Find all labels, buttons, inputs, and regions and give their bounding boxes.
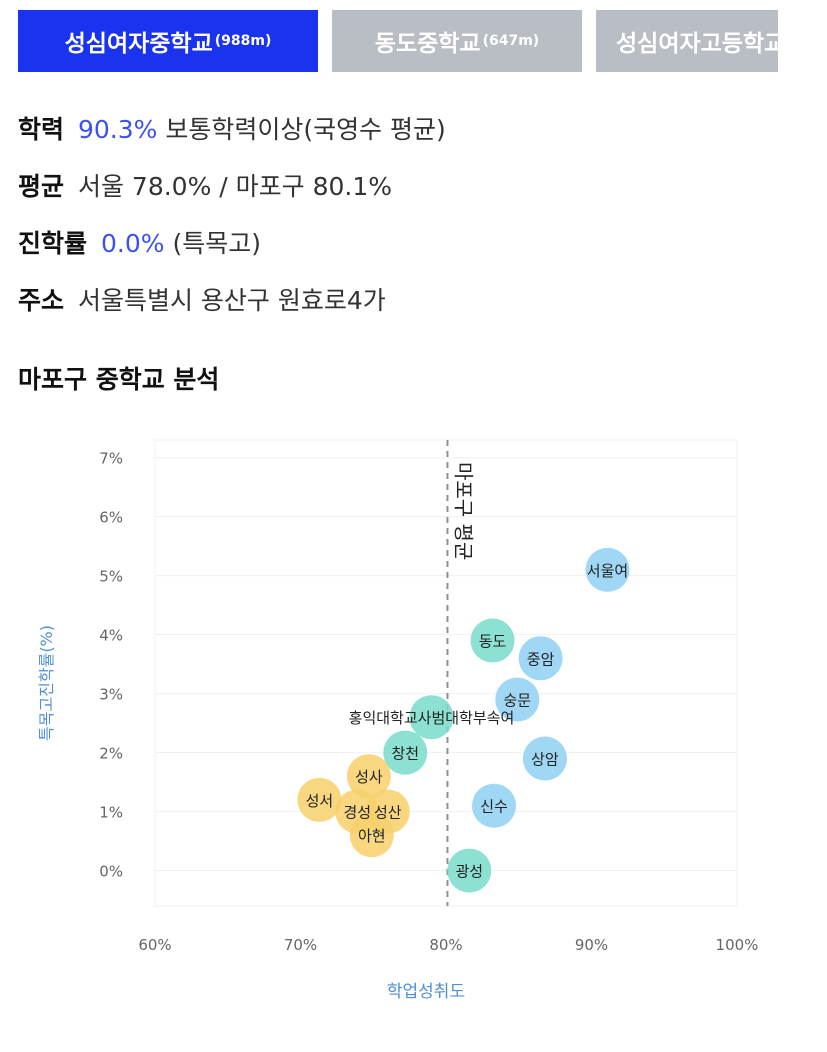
x-tick-label: 60% bbox=[138, 936, 171, 954]
school-info: 학력 90.3% 보통학력이상(국영수 평균) 평균 서울 78.0% / 마포… bbox=[18, 110, 446, 338]
address-text: 서울특별시 용산구 원효로4가 bbox=[77, 286, 386, 315]
address-label: 주소 bbox=[18, 286, 65, 315]
y-tick-label: 3% bbox=[99, 686, 123, 704]
address-row: 주소 서울특별시 용산구 원효로4가 bbox=[18, 281, 446, 338]
y-tick-label: 4% bbox=[99, 627, 123, 645]
data-point bbox=[495, 677, 540, 722]
data-point bbox=[522, 736, 567, 781]
data-point-label: 서울여 bbox=[587, 562, 628, 580]
data-point bbox=[409, 695, 454, 740]
academic-value: 90.3% bbox=[77, 115, 158, 144]
academic-row: 학력 90.3% 보통학력이상(국영수 평균) bbox=[18, 110, 446, 167]
scatter-chart: 0% 1% 2% 3% 4% 5% 6% 7% 60% 70% 80% 90% 100% 학업성취도 특목고… bbox=[37, 439, 759, 1002]
academic-suffix: 보통학력이상(국영수 평균) bbox=[165, 115, 446, 144]
tab-label: 동도중학교 bbox=[374, 31, 481, 57]
data-point bbox=[518, 636, 563, 681]
average-reference-label: 마포구 평균 bbox=[451, 462, 475, 560]
data-point bbox=[346, 754, 391, 799]
y-tick-label: 5% bbox=[99, 568, 123, 586]
data-point-label: 경성 bbox=[343, 804, 371, 822]
admission-label: 진학률 bbox=[18, 229, 88, 258]
data-point bbox=[472, 783, 517, 828]
data-point-label: 숭문 bbox=[503, 692, 531, 710]
data-point-label: 아현 bbox=[358, 827, 386, 845]
y-tick-label: 7% bbox=[99, 450, 123, 468]
school-tabs: 성심여자중학교 (988m) 동도중학교 (647m) 성심여자고등학교 bbox=[18, 10, 778, 72]
data-point bbox=[383, 730, 428, 775]
data-point bbox=[470, 618, 515, 663]
tab-dongdo-middle[interactable]: 동도중학교 (647m) bbox=[332, 10, 582, 72]
tab-distance: (647m) bbox=[482, 33, 540, 49]
data-point-label: 신수 bbox=[480, 798, 508, 816]
tab-distance: (988m) bbox=[214, 33, 272, 49]
data-point-label: 상암 bbox=[531, 751, 559, 769]
x-tick-label: 100% bbox=[716, 936, 759, 954]
tab-label: 성심여자중학교 bbox=[64, 31, 213, 57]
data-point-label: 성서 bbox=[306, 792, 334, 810]
y-axis-title: 특목고진학률(%) bbox=[37, 625, 56, 741]
data-point bbox=[349, 813, 394, 858]
x-tick-label: 70% bbox=[284, 936, 317, 954]
data-point bbox=[585, 547, 630, 592]
tab-label: 성심여자고등학교 bbox=[616, 31, 778, 57]
x-tick-label: 90% bbox=[575, 936, 608, 954]
section-title: 마포구 중학교 분석 bbox=[18, 365, 220, 394]
average-row: 평균 서울 78.0% / 마포구 80.1% bbox=[18, 167, 446, 224]
average-label: 평균 bbox=[18, 172, 65, 201]
data-point bbox=[297, 777, 342, 822]
admission-value: 0.0% bbox=[100, 229, 165, 258]
academic-label: 학력 bbox=[18, 115, 65, 144]
data-point-label: 중암 bbox=[527, 650, 555, 668]
admission-row: 진학률 0.0% (특목고) bbox=[18, 224, 446, 281]
y-tick-label: 6% bbox=[99, 509, 123, 527]
tab-seongsim-girls-middle[interactable]: 성심여자중학교 (988m) bbox=[18, 10, 318, 72]
data-point-label: 창천 bbox=[391, 745, 419, 763]
admission-suffix: (특목고) bbox=[172, 229, 261, 258]
x-axis-title: 학업성취도 bbox=[387, 982, 465, 1002]
average-text: 서울 78.0% / 마포구 80.1% bbox=[77, 172, 393, 201]
data-point-label: 광성 bbox=[455, 863, 483, 881]
data-point-label: 동도 bbox=[479, 633, 507, 651]
x-tick-label: 80% bbox=[429, 936, 462, 954]
y-tick-label: 2% bbox=[99, 745, 123, 763]
y-tick-label: 0% bbox=[99, 863, 123, 881]
y-tick-label: 1% bbox=[99, 804, 123, 822]
data-point bbox=[447, 848, 492, 893]
plot-area bbox=[154, 439, 738, 907]
data-point-label: 성산 bbox=[374, 804, 402, 822]
data-point-label: 홍익대학교사범대학부속여 bbox=[349, 709, 515, 727]
data-point-label: 성사 bbox=[355, 768, 383, 786]
tab-seongsim-girls-high[interactable]: 성심여자고등학교 bbox=[596, 10, 778, 72]
